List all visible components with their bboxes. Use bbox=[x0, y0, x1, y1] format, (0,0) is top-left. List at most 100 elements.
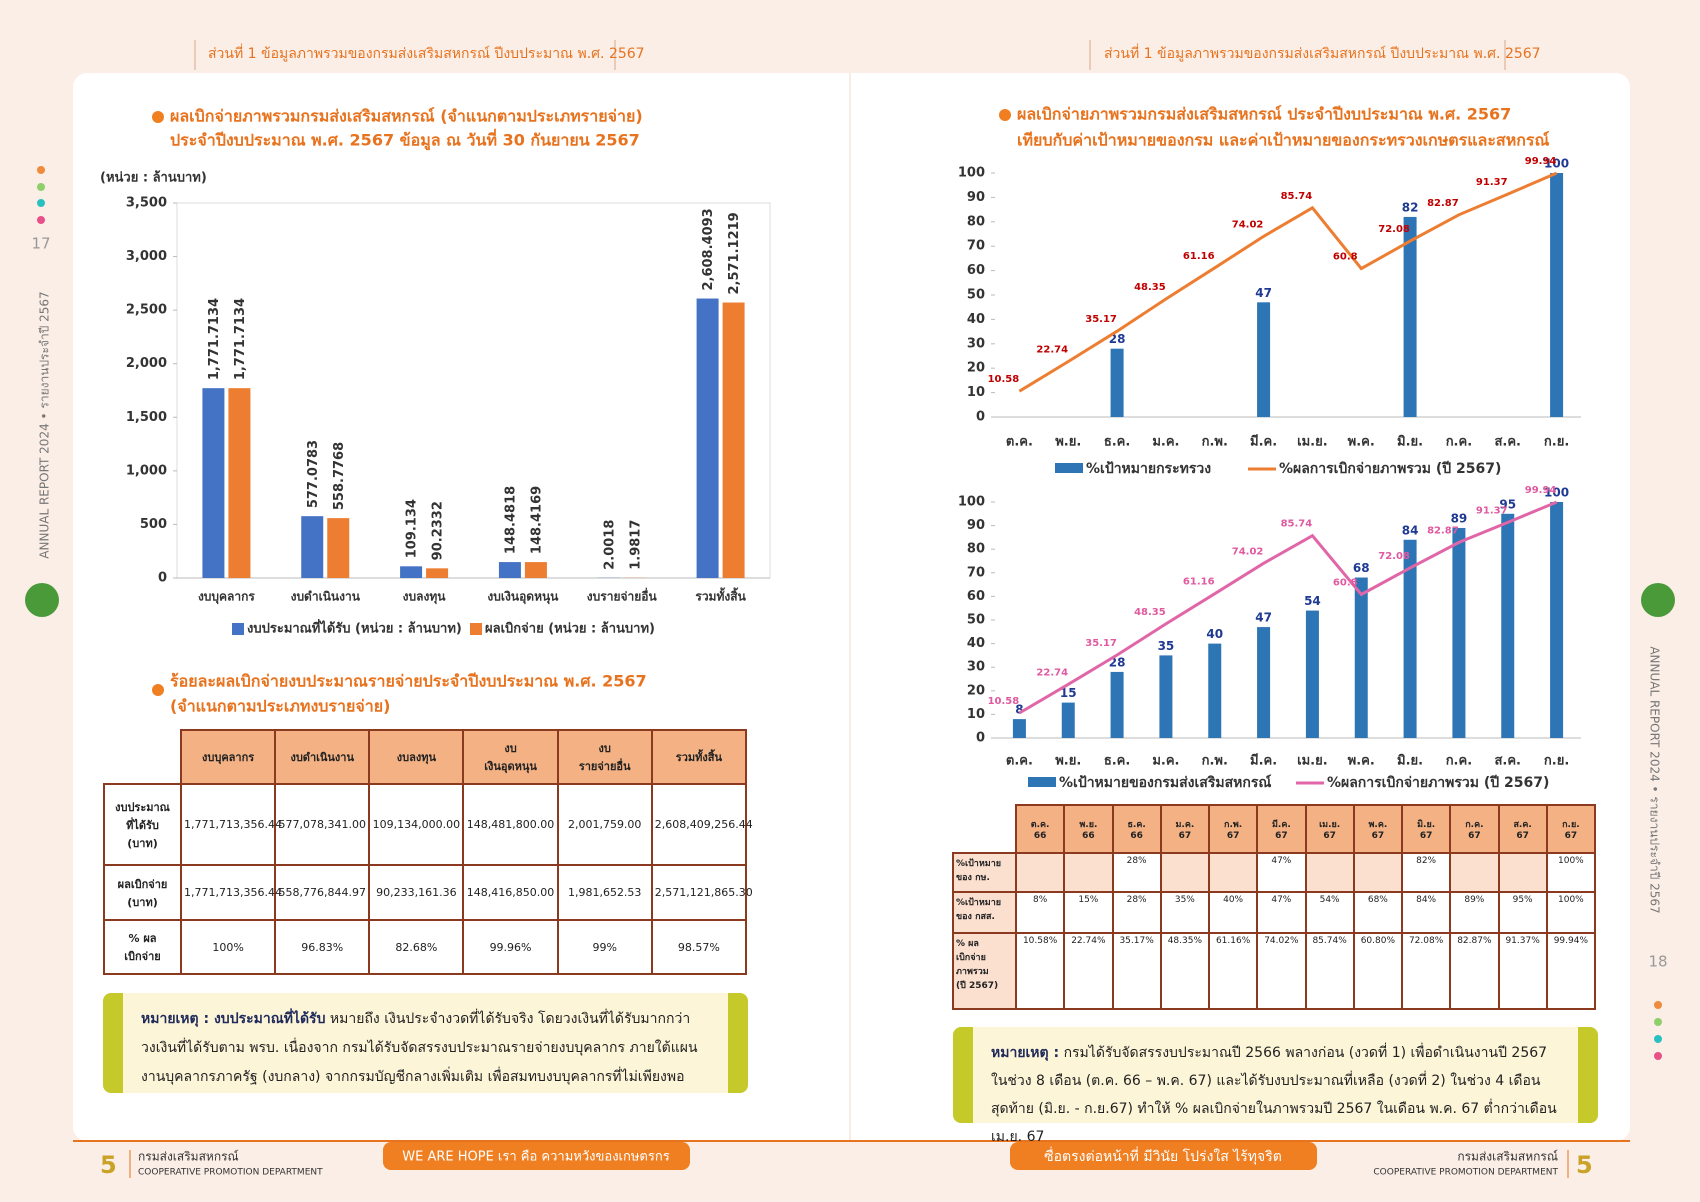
empty-cell bbox=[1497, 852, 1548, 893]
y-tick-label: 70 bbox=[967, 239, 985, 254]
line bbox=[1018, 171, 1558, 393]
cell: 8% bbox=[1014, 891, 1066, 934]
y-tick-label: 90 bbox=[967, 190, 985, 205]
note-label: หมายเหตุ : งบประมาณที่ได้รับ bbox=[141, 1011, 326, 1027]
line-value-label: 99.94 bbox=[1525, 156, 1557, 167]
x-tick-label: มิ.ย. bbox=[1397, 435, 1423, 450]
bullet bbox=[152, 684, 164, 696]
slogan-box bbox=[383, 1142, 690, 1170]
x-tick-label: พ.ย. bbox=[1055, 754, 1081, 769]
y-tick-label: 80 bbox=[967, 214, 985, 229]
column-header: รวมทั้งสิ้น bbox=[650, 729, 748, 785]
legend-label: %เป้าหมายกระทรวง bbox=[1086, 461, 1211, 477]
x-tick-label: พ.ค. bbox=[1348, 754, 1375, 769]
y-tick-label: 3,500 bbox=[126, 196, 167, 211]
cell: 109,134,000.00 bbox=[368, 783, 465, 866]
bar bbox=[327, 518, 350, 578]
cell: 99.96% bbox=[462, 919, 559, 975]
y-tick-label: 70 bbox=[967, 565, 985, 580]
note-text: กรมได้รับจัดสรรงบประมาณปี 2566 พลางก่อน … bbox=[991, 1045, 1557, 1145]
x-tick-label: ธ.ค. bbox=[1104, 435, 1131, 450]
bar bbox=[524, 562, 547, 578]
dot bbox=[1654, 1001, 1662, 1009]
column-header: พ.ย. 66 bbox=[1063, 804, 1114, 854]
line-value-label: 61.16 bbox=[1183, 251, 1215, 262]
bar-value-label: 40 bbox=[1206, 627, 1223, 641]
note-text: หมายถึง เงินประจำงวดที่ได้รับจริง โดยวงเ… bbox=[141, 1011, 698, 1085]
bar bbox=[1012, 719, 1026, 738]
line-value-label: 35.17 bbox=[1085, 314, 1117, 325]
x-tick-label: รวมทั้งสิ้น bbox=[695, 587, 746, 604]
org-th: กรมส่งเสริมสหกรณ์ bbox=[138, 1150, 239, 1164]
cell: 61.16% bbox=[1207, 932, 1259, 1010]
header-text: ส่วนที่ 1 ข้อมูลภาพรวมของกรมส่งเสริมสหกร… bbox=[208, 44, 645, 62]
bar-value-label: 35 bbox=[1158, 639, 1175, 653]
cell: 84% bbox=[1400, 891, 1452, 934]
y-tick-label: 3,000 bbox=[126, 249, 167, 264]
corner bbox=[953, 805, 1016, 853]
legend-swatch bbox=[1055, 463, 1083, 473]
bar bbox=[426, 568, 449, 578]
row-header: % ผล เบิกจ่าย bbox=[103, 919, 182, 975]
corner bbox=[104, 730, 181, 784]
y-tick-label: 90 bbox=[967, 518, 985, 533]
y-tick-label: 80 bbox=[967, 542, 985, 557]
column-header: งบ เงินอุดหนุน bbox=[462, 729, 559, 785]
line-value-label: 74.02 bbox=[1232, 219, 1264, 230]
bar bbox=[1403, 539, 1417, 738]
cell: 35.17% bbox=[1111, 932, 1162, 1010]
cell: 2,001,759.00 bbox=[556, 783, 653, 866]
y-tick-label: 60 bbox=[967, 589, 985, 604]
bar-value-label: 54 bbox=[1304, 594, 1321, 608]
bar-value-label: 1,771.7134 bbox=[233, 298, 248, 380]
bar-value-label: 148.4818 bbox=[503, 486, 518, 554]
header-row: ต.ค. 66 พ.ย. 66 ธ.ค. 66 ม.ค. 67 ก.พ. 67 มี.ค.… bbox=[953, 804, 1597, 854]
line-value-label: 10.58 bbox=[988, 696, 1020, 707]
cell: 99.94% bbox=[1545, 932, 1597, 1010]
cell: 99% bbox=[556, 919, 653, 975]
page-number: 17 bbox=[31, 235, 50, 253]
legend-swatch bbox=[470, 623, 482, 635]
header-text: ส่วนที่ 1 ข้อมูลภาพรวมของกรมส่งเสริมสหกร… bbox=[1104, 44, 1541, 62]
x-tick-label: ก.ค. bbox=[1446, 435, 1472, 450]
note-box: หมายเหตุ : งบประมาณที่ได้รับ หมายถึง เงิ… bbox=[103, 993, 748, 1093]
cell: 1,981,652.53 bbox=[556, 864, 653, 921]
chart-title: ผลเบิกจ่ายภาพรวมกรมส่งเสริมสหกรณ์ ประจำป… bbox=[1017, 105, 1511, 124]
logo-mark: 5 bbox=[100, 1151, 117, 1179]
cell: 100% bbox=[1545, 891, 1597, 934]
cell: 89% bbox=[1449, 891, 1500, 934]
x-tick-label: ธ.ค. bbox=[1104, 754, 1131, 769]
bar bbox=[400, 566, 423, 578]
empty-cell bbox=[1304, 852, 1355, 893]
cell: 100% bbox=[179, 919, 277, 975]
cell: 47% bbox=[1256, 891, 1307, 934]
bar-value-label: 28 bbox=[1109, 332, 1126, 346]
cell: 35% bbox=[1159, 891, 1211, 934]
bar-value-label: 2,608.4093 bbox=[701, 208, 716, 290]
x-tick-label: ม.ค. bbox=[1152, 435, 1179, 450]
x-tick-label: ก.ย. bbox=[1544, 754, 1569, 769]
bar-value-label: 89 bbox=[1451, 511, 1468, 525]
legend-label: งบประมาณที่ได้รับ (หน่วย : ล้านบาท) bbox=[247, 619, 462, 637]
legend-label: ผลเบิกจ่าย (หน่วย : ล้านบาท) bbox=[485, 621, 655, 637]
cell: 90,233,161.36 bbox=[368, 864, 465, 921]
y-tick-label: 10 bbox=[967, 707, 985, 722]
y-tick-label: 1,000 bbox=[126, 463, 167, 478]
column-header: ม.ค. 67 bbox=[1159, 804, 1211, 854]
x-tick-label: งบลงทุน bbox=[403, 590, 447, 605]
y-tick-label: 2,000 bbox=[126, 356, 167, 371]
bar bbox=[301, 516, 324, 578]
column-header: งบ รายจ่ายอื่น bbox=[556, 729, 653, 785]
cell: 100% bbox=[1545, 852, 1597, 893]
chart-subtitle: ประจำปีงบประมาณ พ.ศ. 2567 ข้อมูล ณ วันที… bbox=[170, 129, 640, 152]
bar bbox=[498, 562, 521, 578]
dot bbox=[1654, 1035, 1662, 1043]
cell: 47% bbox=[1256, 852, 1307, 893]
x-tick-label: มี.ค. bbox=[1250, 753, 1277, 769]
column-header: ก.พ. 67 bbox=[1207, 804, 1259, 854]
y-tick-label: 50 bbox=[967, 288, 985, 303]
cell: 60.80% bbox=[1352, 932, 1404, 1010]
x-tick-label: เม.ย. bbox=[1297, 754, 1328, 769]
cell: 54% bbox=[1304, 891, 1355, 934]
logo bbox=[25, 583, 59, 617]
